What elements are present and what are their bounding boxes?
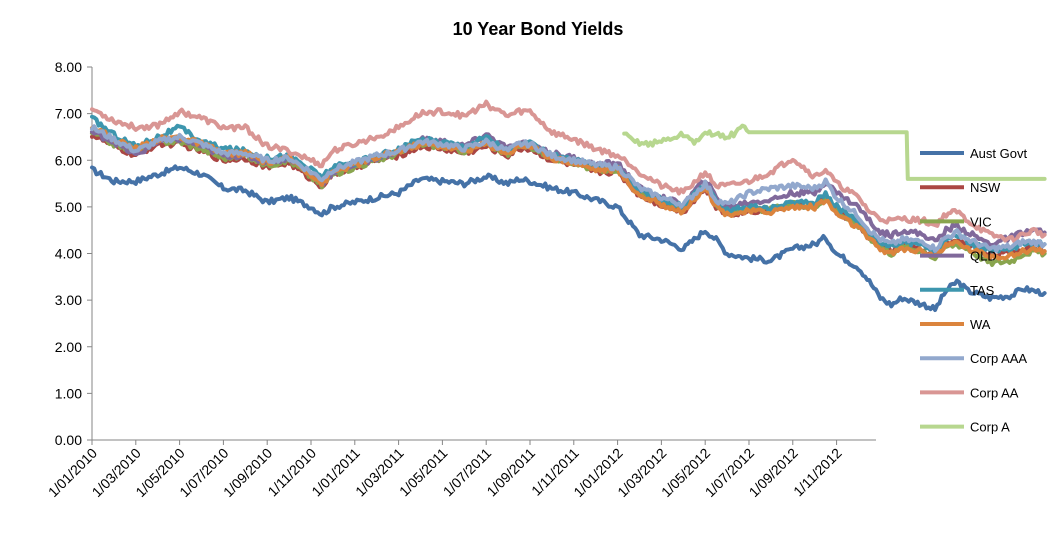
y-tick-label: 2.00 — [55, 339, 82, 355]
series-line-corp-aaa — [90, 124, 1047, 253]
chart-title: 10 Year Bond Yields — [453, 19, 624, 39]
legend-label: Corp A — [970, 420, 1010, 435]
legend-label: TAS — [970, 283, 995, 298]
y-tick-label: 0.00 — [55, 432, 82, 448]
x-axis: 1/01/20101/03/20101/05/20101/07/20101/09… — [45, 439, 876, 500]
y-tick-label: 1.00 — [55, 385, 82, 401]
legend-label: Corp AAA — [970, 351, 1027, 366]
x-tick-label: 1/09/2011 — [483, 445, 538, 500]
y-tick-label: 7.00 — [55, 106, 82, 122]
y-tick-label: 3.00 — [55, 292, 82, 308]
y-tick-label: 4.00 — [55, 246, 82, 262]
series-line-corp-aa — [90, 99, 1047, 244]
y-tick-label: 5.00 — [55, 199, 82, 215]
legend-label: VIC — [970, 214, 992, 229]
series-layer — [90, 99, 1047, 312]
legend-label: WA — [970, 317, 991, 332]
x-tick-label: 1/11/2012 — [790, 445, 845, 500]
legend-label: Aust Govt — [970, 146, 1027, 161]
legend-label: Corp AA — [970, 385, 1019, 400]
series-line-aust-govt — [90, 164, 1047, 312]
y-tick-label: 6.00 — [55, 152, 82, 168]
y-tick-label: 8.00 — [55, 59, 82, 75]
legend-label: NSW — [970, 180, 1001, 195]
y-axis: 0.00 1.00 2.00 3.00 4.00 5.00 6.00 7.00 8.00 — [55, 59, 93, 448]
legend-label: QLD — [970, 249, 997, 264]
legend: Aust Govt NSW VIC QLD TAS WA Corp AAA Corp AA Co… — [920, 146, 1027, 435]
series-line-corp-a — [622, 123, 1047, 181]
